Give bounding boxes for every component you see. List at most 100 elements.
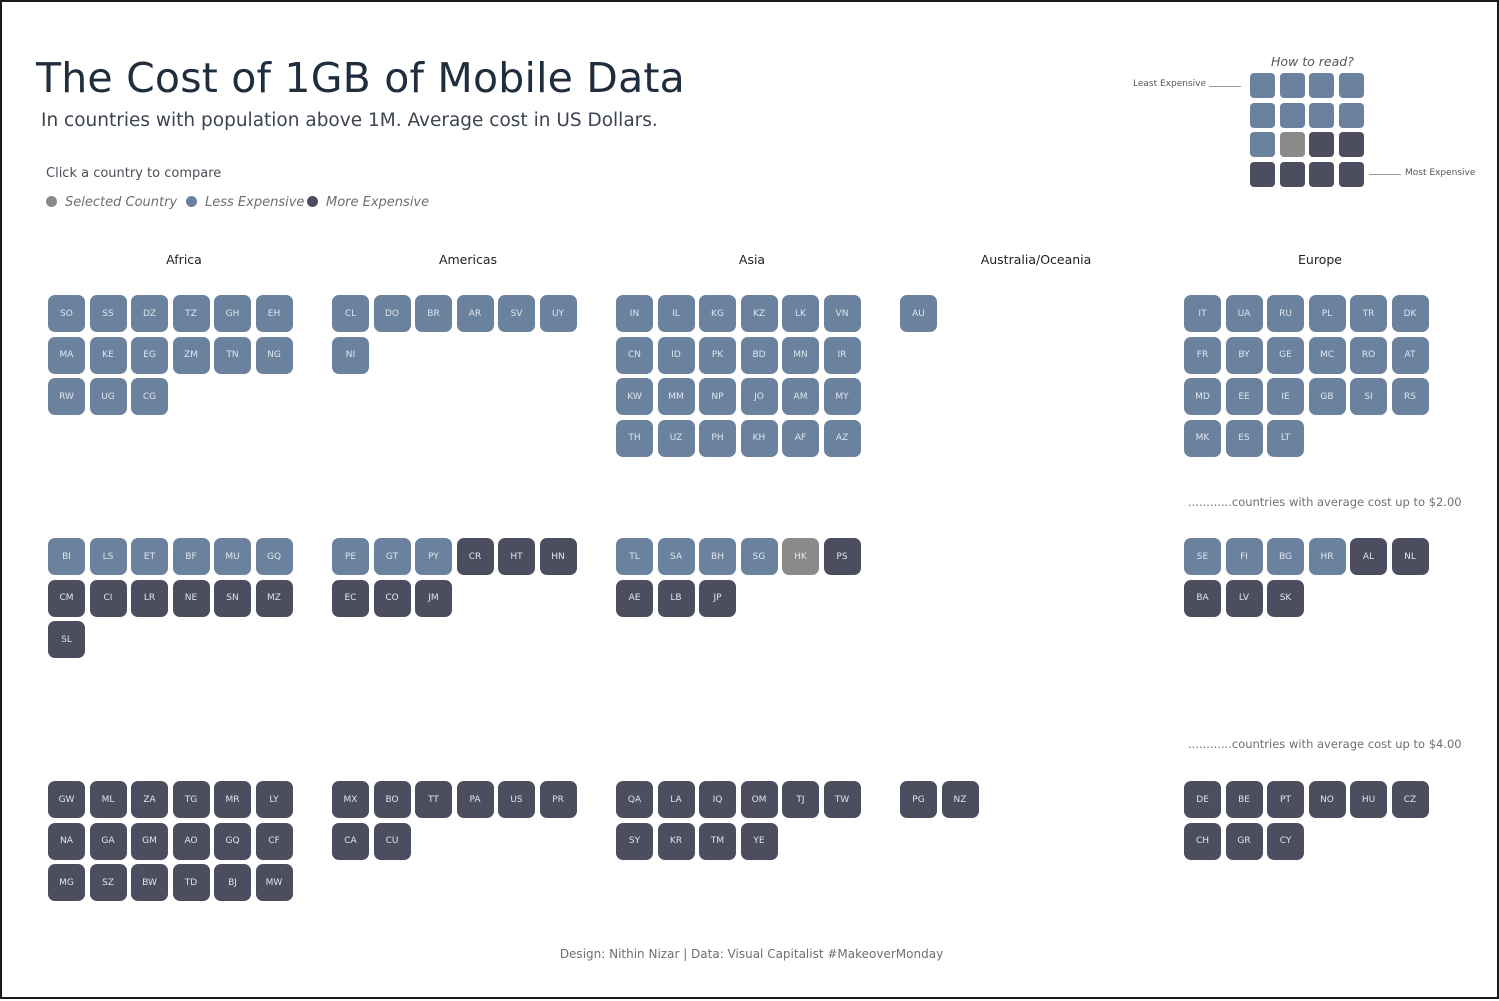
country-tile-ps[interactable]: PS bbox=[823, 538, 861, 575]
country-tile-tn[interactable]: TN bbox=[214, 336, 251, 374]
country-tile-gw[interactable]: GW bbox=[48, 781, 85, 818]
country-tile-lv[interactable]: LV bbox=[1225, 579, 1263, 617]
country-tile-bo[interactable]: BO bbox=[373, 781, 411, 818]
country-tile-pa[interactable]: PA bbox=[456, 781, 494, 818]
country-tile-tl[interactable]: TL bbox=[616, 538, 653, 575]
country-tile-mz[interactable]: MZ bbox=[255, 579, 293, 617]
country-tile-hn[interactable]: HN bbox=[539, 538, 577, 575]
country-tile-pl[interactable]: PL bbox=[1308, 295, 1346, 332]
country-tile-ss[interactable]: SS bbox=[89, 295, 127, 332]
country-tile-ao[interactable]: AO bbox=[172, 822, 210, 860]
country-tile-az[interactable]: AZ bbox=[823, 419, 861, 457]
country-tile-mg[interactable]: MG bbox=[48, 864, 85, 901]
country-tile-tj[interactable]: TJ bbox=[782, 781, 819, 818]
country-tile-ch[interactable]: CH bbox=[1184, 822, 1221, 860]
country-tile-iq[interactable]: IQ bbox=[699, 781, 736, 818]
country-tile-sg[interactable]: SG bbox=[740, 538, 778, 575]
country-tile-ar[interactable]: AR bbox=[456, 295, 494, 332]
country-tile-uy[interactable]: UY bbox=[539, 295, 577, 332]
country-tile-mk[interactable]: MK bbox=[1184, 419, 1221, 457]
country-tile-sn[interactable]: SN bbox=[214, 579, 251, 617]
country-tile-tw[interactable]: TW bbox=[823, 781, 861, 818]
country-tile-fi[interactable]: FI bbox=[1225, 538, 1263, 575]
country-tile-si[interactable]: SI bbox=[1350, 378, 1387, 415]
country-tile-do[interactable]: DO bbox=[373, 295, 411, 332]
country-tile-mn[interactable]: MN bbox=[782, 336, 819, 374]
country-tile-gq[interactable]: GQ bbox=[255, 538, 293, 575]
country-tile-ua[interactable]: UA bbox=[1225, 295, 1263, 332]
country-tile-gr[interactable]: GR bbox=[1225, 822, 1263, 860]
country-tile-ke[interactable]: KE bbox=[89, 336, 127, 374]
country-tile-mm[interactable]: MM bbox=[657, 378, 695, 415]
country-tile-ee[interactable]: EE bbox=[1225, 378, 1263, 415]
country-tile-gm[interactable]: GM bbox=[131, 822, 168, 860]
country-tile-ht[interactable]: HT bbox=[498, 538, 535, 575]
country-tile-pr[interactable]: PR bbox=[539, 781, 577, 818]
country-tile-my[interactable]: MY bbox=[823, 378, 861, 415]
country-tile-td[interactable]: TD bbox=[172, 864, 210, 901]
country-tile-tm[interactable]: TM bbox=[699, 822, 736, 860]
country-tile-al[interactable]: AL bbox=[1350, 538, 1387, 575]
country-tile-au[interactable]: AU bbox=[900, 295, 937, 332]
country-tile-sv[interactable]: SV bbox=[498, 295, 535, 332]
country-tile-ni[interactable]: NI bbox=[332, 336, 369, 374]
country-tile-ne[interactable]: NE bbox=[172, 579, 210, 617]
country-tile-sz[interactable]: SZ bbox=[89, 864, 127, 901]
country-tile-am[interactable]: AM bbox=[782, 378, 819, 415]
country-tile-gt[interactable]: GT bbox=[373, 538, 411, 575]
country-tile-jo[interactable]: JO bbox=[740, 378, 778, 415]
country-tile-id[interactable]: ID bbox=[657, 336, 695, 374]
country-tile-sy[interactable]: SY bbox=[616, 822, 653, 860]
country-tile-pt[interactable]: PT bbox=[1267, 781, 1304, 818]
country-tile-qa[interactable]: QA bbox=[616, 781, 653, 818]
country-tile-es[interactable]: ES bbox=[1225, 419, 1263, 457]
country-tile-mu[interactable]: MU bbox=[214, 538, 251, 575]
country-tile-ie[interactable]: IE bbox=[1267, 378, 1304, 415]
country-tile-kz[interactable]: KZ bbox=[740, 295, 778, 332]
country-tile-jm[interactable]: JM bbox=[415, 579, 452, 617]
country-tile-kg[interactable]: KG bbox=[699, 295, 736, 332]
country-tile-eh[interactable]: EH bbox=[255, 295, 293, 332]
country-tile-at[interactable]: AT bbox=[1391, 336, 1429, 374]
country-tile-sl[interactable]: SL bbox=[48, 621, 85, 658]
country-tile-ci[interactable]: CI bbox=[89, 579, 127, 617]
country-tile-mr[interactable]: MR bbox=[214, 781, 251, 818]
country-tile-co[interactable]: CO bbox=[373, 579, 411, 617]
country-tile-af[interactable]: AF bbox=[782, 419, 819, 457]
country-tile-ma[interactable]: MA bbox=[48, 336, 85, 374]
country-tile-hr[interactable]: HR bbox=[1308, 538, 1346, 575]
country-tile-dk[interactable]: DK bbox=[1391, 295, 1429, 332]
country-tile-py[interactable]: PY bbox=[415, 538, 452, 575]
country-tile-lt[interactable]: LT bbox=[1267, 419, 1304, 457]
country-tile-kr[interactable]: KR bbox=[657, 822, 695, 860]
country-tile-in[interactable]: IN bbox=[616, 295, 653, 332]
country-tile-bi[interactable]: BI bbox=[48, 538, 85, 575]
country-tile-us[interactable]: US bbox=[498, 781, 535, 818]
country-tile-uz[interactable]: UZ bbox=[657, 419, 695, 457]
country-tile-la[interactable]: LA bbox=[657, 781, 695, 818]
country-tile-bh[interactable]: BH bbox=[699, 538, 736, 575]
country-tile-fr[interactable]: FR bbox=[1184, 336, 1221, 374]
country-tile-ly[interactable]: LY bbox=[255, 781, 293, 818]
country-tile-so[interactable]: SO bbox=[48, 295, 85, 332]
country-tile-bw[interactable]: BW bbox=[131, 864, 168, 901]
country-tile-gh[interactable]: GH bbox=[214, 295, 251, 332]
country-tile-nl[interactable]: NL bbox=[1391, 538, 1429, 575]
country-tile-br[interactable]: BR bbox=[415, 295, 452, 332]
country-tile-sk[interactable]: SK bbox=[1267, 579, 1304, 617]
country-tile-ir[interactable]: IR bbox=[823, 336, 861, 374]
country-tile-ph[interactable]: PH bbox=[699, 419, 736, 457]
country-tile-mc[interactable]: MC bbox=[1308, 336, 1346, 374]
country-tile-tz[interactable]: TZ bbox=[172, 295, 210, 332]
country-tile-cg[interactable]: CG bbox=[131, 378, 168, 415]
country-tile-bg[interactable]: BG bbox=[1267, 538, 1304, 575]
country-tile-eg[interactable]: EG bbox=[131, 336, 168, 374]
country-tile-ae[interactable]: AE bbox=[616, 579, 653, 617]
country-tile-bf[interactable]: BF bbox=[172, 538, 210, 575]
country-tile-bd[interactable]: BD bbox=[740, 336, 778, 374]
country-tile-cl[interactable]: CL bbox=[332, 295, 369, 332]
country-tile-pe[interactable]: PE bbox=[332, 538, 369, 575]
country-tile-hk[interactable]: HK bbox=[782, 538, 819, 575]
country-tile-md[interactable]: MD bbox=[1184, 378, 1221, 415]
country-tile-na[interactable]: NA bbox=[48, 822, 85, 860]
